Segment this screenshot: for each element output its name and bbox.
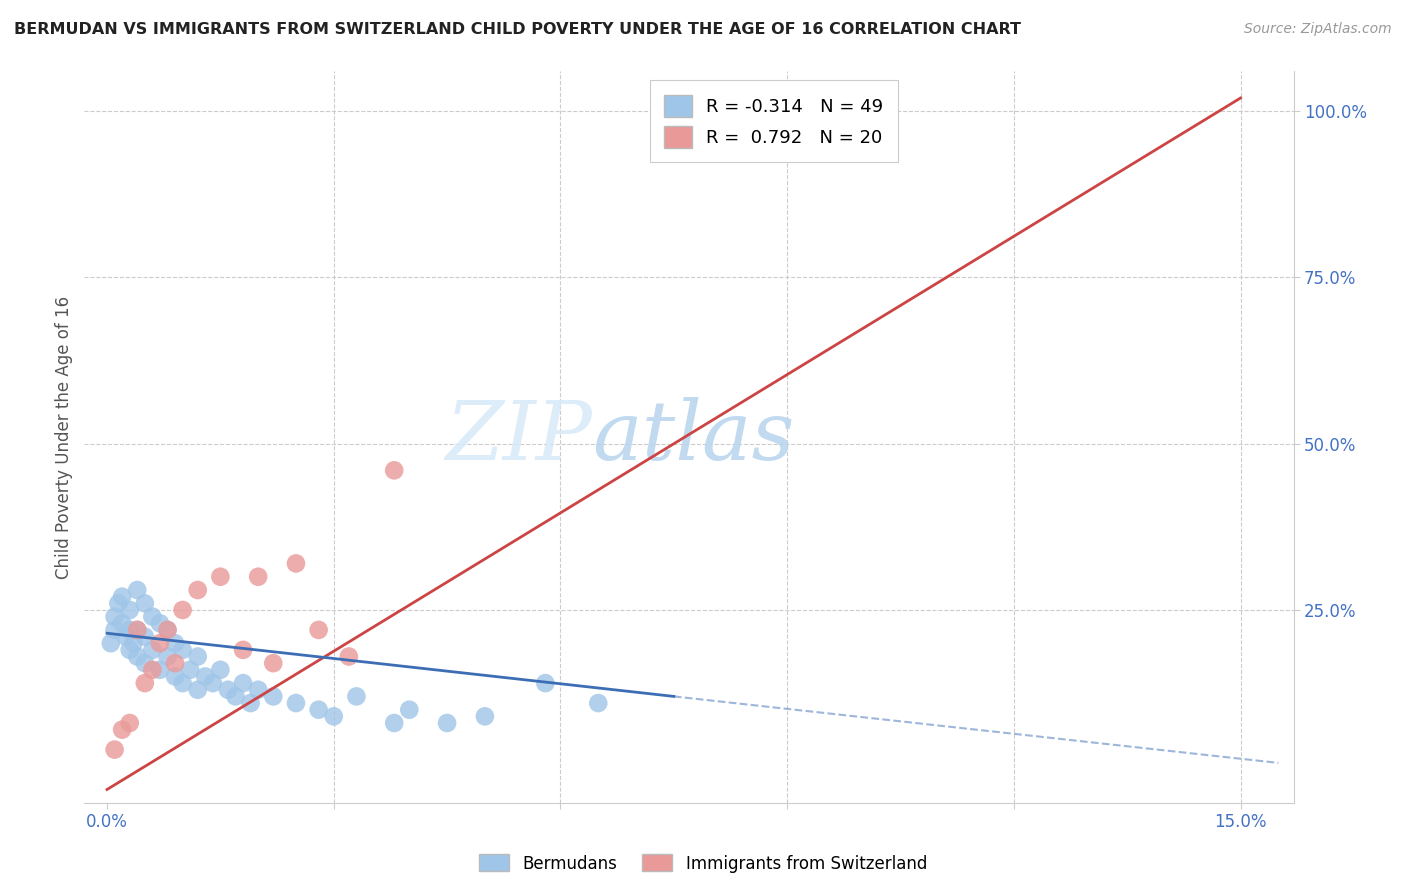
Point: [149, 663, 172, 677]
Text: BERMUDAN VS IMMIGRANTS FROM SWITZERLAND CHILD POVERTY UNDER THE AGE OF 16 CORREL: BERMUDAN VS IMMIGRANTS FROM SWITZERLAND …: [14, 22, 1021, 37]
Point: [127, 582, 149, 597]
Point: [111, 616, 134, 631]
Point: [322, 709, 344, 723]
Point: [217, 682, 239, 697]
Point: [118, 643, 141, 657]
Point: [165, 636, 187, 650]
Point: [156, 649, 179, 664]
Point: [662, 111, 685, 125]
Point: [308, 703, 330, 717]
Point: [179, 663, 201, 677]
Point: [436, 716, 458, 731]
Point: [118, 623, 141, 637]
Point: [247, 682, 270, 697]
Point: [187, 649, 209, 664]
Point: [187, 582, 209, 597]
Point: [165, 656, 187, 670]
Point: [165, 669, 187, 683]
Text: atlas: atlas: [592, 397, 794, 477]
Point: [141, 643, 163, 657]
Point: [534, 676, 557, 690]
Point: [382, 463, 405, 477]
Point: [346, 690, 368, 704]
Point: [111, 723, 134, 737]
Point: [232, 676, 254, 690]
Point: [232, 643, 254, 657]
Point: [141, 663, 163, 677]
Point: [118, 603, 141, 617]
Point: [111, 590, 134, 604]
Point: [187, 682, 209, 697]
Point: [100, 636, 122, 650]
Point: [262, 656, 284, 670]
Text: ZIP: ZIP: [446, 397, 592, 477]
Point: [134, 656, 156, 670]
Point: [172, 676, 194, 690]
Legend: Bermudans, Immigrants from Switzerland: Bermudans, Immigrants from Switzerland: [472, 847, 934, 880]
Point: [239, 696, 262, 710]
Point: [337, 649, 360, 664]
Point: [209, 570, 232, 584]
Point: [134, 630, 156, 644]
Point: [398, 703, 420, 717]
Point: [262, 690, 284, 704]
Point: [156, 623, 179, 637]
Point: [127, 623, 149, 637]
Point: [134, 596, 156, 610]
Point: [209, 663, 232, 677]
Point: [285, 557, 308, 571]
Point: [156, 623, 179, 637]
Point: [134, 676, 156, 690]
Point: [588, 696, 610, 710]
Text: Source: ZipAtlas.com: Source: ZipAtlas.com: [1244, 22, 1392, 37]
Point: [194, 669, 217, 683]
Point: [115, 630, 138, 644]
Point: [141, 609, 163, 624]
Point: [127, 623, 149, 637]
Point: [118, 716, 141, 731]
Point: [122, 636, 145, 650]
Point: [172, 643, 194, 657]
Point: [149, 616, 172, 631]
Point: [107, 596, 129, 610]
Point: [308, 623, 330, 637]
Point: [247, 570, 270, 584]
Point: [104, 742, 127, 756]
Legend: R = -0.314   N = 49, R =  0.792   N = 20: R = -0.314 N = 49, R = 0.792 N = 20: [650, 80, 897, 162]
Point: [201, 676, 224, 690]
Point: [225, 690, 247, 704]
Point: [104, 609, 127, 624]
Point: [172, 603, 194, 617]
Y-axis label: Child Poverty Under the Age of 16: Child Poverty Under the Age of 16: [55, 295, 73, 579]
Point: [382, 716, 405, 731]
Point: [474, 709, 496, 723]
Point: [285, 696, 308, 710]
Point: [104, 623, 127, 637]
Point: [149, 636, 172, 650]
Point: [127, 649, 149, 664]
